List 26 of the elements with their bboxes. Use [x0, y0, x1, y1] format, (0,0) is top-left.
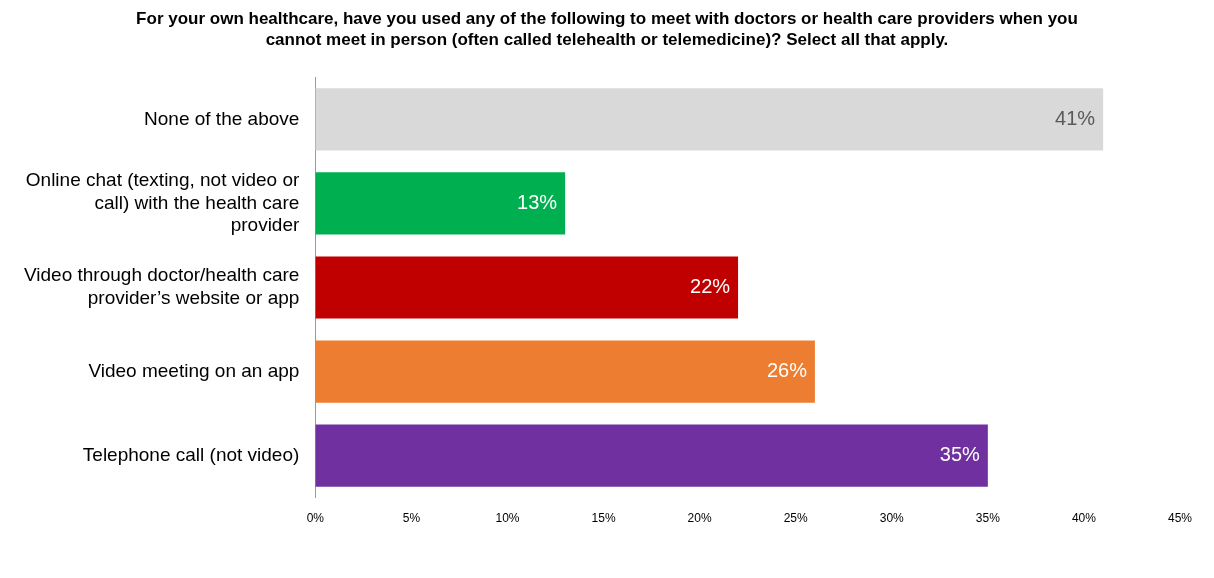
x-tick-label: 45% [1167, 511, 1193, 526]
y-tick-label: Telephone call (not video) [82, 443, 300, 465]
y-tick-label: Video meeting on an app [88, 359, 300, 381]
y-tick-label: Online chat (texting, not video or call) with the health care provider [25, 168, 301, 236]
data-label: 35% [939, 443, 981, 466]
bar [315, 340, 815, 403]
chart-title: For your own healthcare, have you used any of the following to meet with doctors or health care providers when you cannot meet in person (often called telehealth or telemedicine)? Select all that apply. [135, 8, 1079, 50]
x-tick-label: 5% [402, 511, 421, 526]
x-tick-label: 15% [591, 511, 616, 526]
data-label: 41% [1055, 106, 1096, 129]
x-tick-label: 35% [975, 511, 1001, 526]
x-tick-label: 10% [495, 511, 520, 526]
x-tick-label: 30% [879, 511, 905, 526]
y-tick-label: None of the above [144, 107, 300, 129]
data-label: 13% [517, 190, 558, 213]
data-label: 22% [690, 275, 731, 298]
x-tick-label: 0% [306, 511, 325, 526]
bar [315, 256, 739, 319]
bar [315, 88, 1104, 151]
data-label: 26% [766, 359, 808, 382]
bar [315, 172, 566, 235]
y-tick-label: Video through doctor/health care provider’s website or app [24, 264, 300, 309]
x-tick-label: 20% [687, 511, 712, 526]
x-tick-label: 40% [1071, 511, 1097, 526]
x-tick-label: 25% [783, 511, 809, 526]
bar [315, 424, 988, 487]
